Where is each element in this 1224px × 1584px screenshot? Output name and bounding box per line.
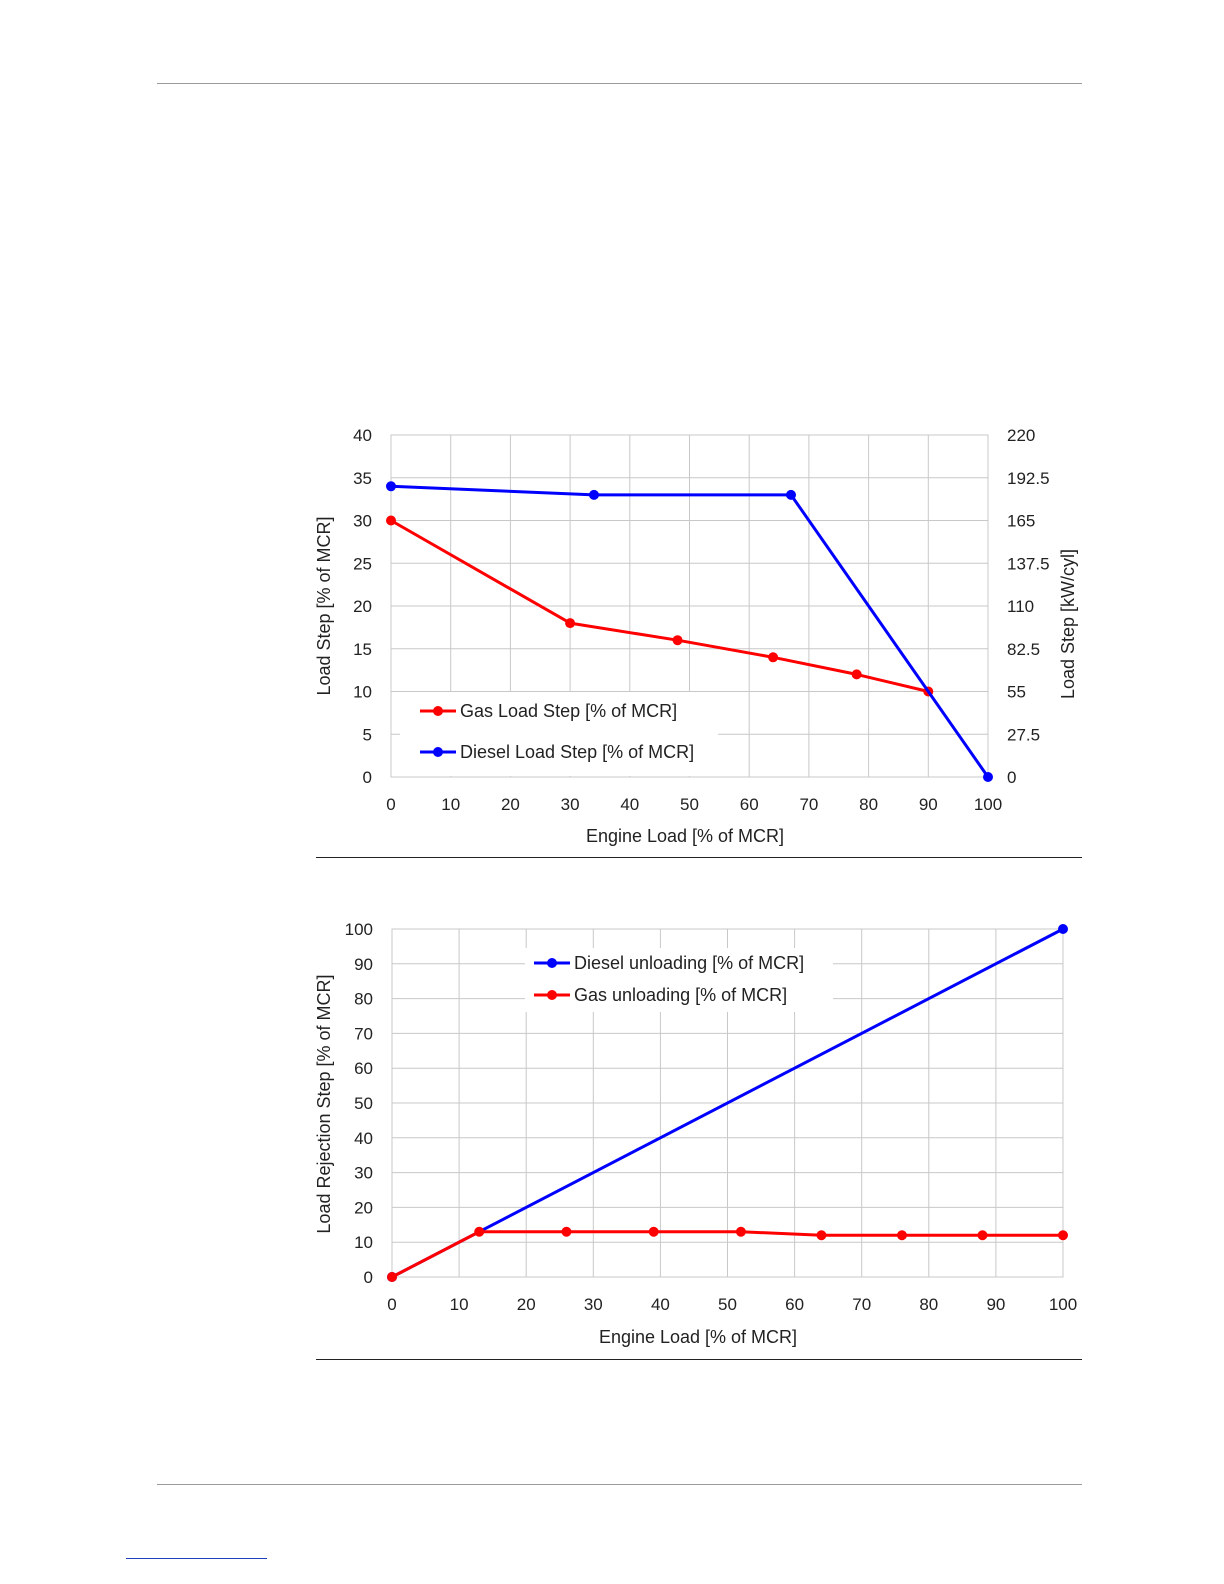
y-tick-label: 20 <box>354 1198 373 1217</box>
x-axis-title: Engine Load [% of MCR] <box>599 1327 797 1347</box>
legend-marker <box>433 706 443 716</box>
x-tick-label: 20 <box>501 795 520 814</box>
data-point <box>735 1226 746 1237</box>
y2-tick-label: 27.5 <box>1007 725 1040 744</box>
y-axis-title: Load Rejection Step [% of MCR] <box>314 974 334 1233</box>
legend-marker <box>547 958 557 968</box>
y-tick-label: 5 <box>363 725 372 744</box>
y2-tick-label: 137.5 <box>1007 554 1050 573</box>
data-point <box>816 1230 827 1241</box>
y-tick-label: 40 <box>354 1129 373 1148</box>
x-tick-label: 30 <box>561 795 580 814</box>
page-footer-rule <box>157 1484 1082 1485</box>
x-tick-label: 80 <box>919 1295 938 1314</box>
x-tick-label: 70 <box>799 795 818 814</box>
x-axis-title: Engine Load [% of MCR] <box>586 826 784 846</box>
data-point <box>672 635 683 646</box>
y-tick-label: 10 <box>353 683 372 702</box>
y-tick-label: 25 <box>353 554 372 573</box>
legend-box <box>525 948 833 1012</box>
x-tick-label: 50 <box>718 1295 737 1314</box>
y2-tick-label: 0 <box>1007 768 1016 787</box>
x-tick-label: 100 <box>974 795 1002 814</box>
legend-marker <box>433 747 443 757</box>
data-point <box>768 652 779 663</box>
x-tick-label: 60 <box>785 1295 804 1314</box>
series-line-blue <box>390 484 990 778</box>
y-tick-label: 15 <box>353 640 372 659</box>
data-point <box>977 1230 988 1241</box>
legend-label: Gas Load Step [% of MCR] <box>460 701 677 721</box>
data-point <box>785 489 796 500</box>
plot-frame <box>391 928 1064 1278</box>
data-point <box>386 515 396 526</box>
y-tick-label: 60 <box>354 1059 373 1078</box>
y-tick-label: 90 <box>354 955 373 974</box>
x-tick-label: 90 <box>919 795 938 814</box>
data-point <box>561 1226 572 1237</box>
data-point <box>387 1272 397 1282</box>
page-header-rule <box>157 83 1082 84</box>
series-line-blue <box>391 927 1064 1279</box>
load-step-chart: 0 10 20 30 40 50 60 70 80 90 100 0 5 10 15 20 25 30 35 40 0 2… <box>314 426 1078 846</box>
y-axis-title: Load Step [% of MCR] <box>314 516 334 695</box>
x-tick-label: 90 <box>986 1295 1005 1314</box>
x-tick-label: 0 <box>387 1295 396 1314</box>
data-point <box>565 618 576 629</box>
y2-tick-label: 82.5 <box>1007 640 1040 659</box>
footer-link-underline <box>126 1558 267 1559</box>
y2-tick-label: 55 <box>1007 683 1026 702</box>
legend-label: Diesel Load Step [% of MCR] <box>460 742 694 762</box>
figure-1-rule <box>316 857 1082 858</box>
x-tick-label: 30 <box>584 1295 603 1314</box>
y2-tick-label: 220 <box>1007 426 1035 445</box>
x-tick-label: 40 <box>651 1295 670 1314</box>
legend-marker <box>547 990 557 1000</box>
y-tick-label: 70 <box>354 1024 373 1043</box>
figure-2-rule <box>316 1359 1082 1360</box>
data-point <box>648 1226 659 1237</box>
x-tick-label: 60 <box>740 795 759 814</box>
x-tick-label: 10 <box>450 1295 469 1314</box>
y-tick-label: 10 <box>354 1233 373 1252</box>
data-point <box>474 1226 485 1237</box>
x-tick-label: 70 <box>852 1295 871 1314</box>
y-tick-label: 0 <box>364 1268 373 1287</box>
data-point <box>896 1230 907 1241</box>
x-tick-label: 10 <box>441 795 460 814</box>
legend-box <box>400 692 718 776</box>
x-tick-label: 40 <box>620 795 639 814</box>
legend-label: Gas unloading [% of MCR] <box>574 985 787 1005</box>
plot-frame <box>390 434 989 778</box>
data-point <box>1058 924 1068 934</box>
y-tick-label: 20 <box>353 597 372 616</box>
data-point <box>588 489 599 500</box>
data-point <box>1058 1230 1068 1241</box>
data-point <box>386 481 396 492</box>
x-tick-label: 80 <box>859 795 878 814</box>
y-tick-label: 35 <box>353 469 372 488</box>
y2-tick-label: 110 <box>1007 597 1034 616</box>
y-tick-label: 30 <box>354 1164 373 1183</box>
y2-tick-label: 192.5 <box>1007 469 1050 488</box>
y-tick-label: 80 <box>354 990 373 1009</box>
y-tick-label: 50 <box>354 1094 373 1113</box>
y-tick-label: 100 <box>345 920 373 939</box>
x-tick-label: 0 <box>386 795 395 814</box>
y2-axis-title: Load Step [kW/cyl] <box>1058 549 1078 699</box>
x-tick-label: 20 <box>517 1295 536 1314</box>
load-rejection-chart: 0 10 20 30 40 50 60 70 80 90 100 0 10 20 30 40 50 60 70 80 9… <box>314 920 1077 1347</box>
x-tick-label: 100 <box>1049 1295 1077 1314</box>
series-line-red <box>390 519 929 693</box>
data-point <box>851 669 862 680</box>
y2-tick-label: 165 <box>1007 512 1035 531</box>
y-tick-label: 30 <box>353 512 372 531</box>
legend-label: Diesel unloading [% of MCR] <box>574 953 804 973</box>
data-point <box>983 772 993 782</box>
x-tick-label: 50 <box>680 795 699 814</box>
y-tick-label: 0 <box>363 768 372 787</box>
y-tick-label: 40 <box>353 426 372 445</box>
